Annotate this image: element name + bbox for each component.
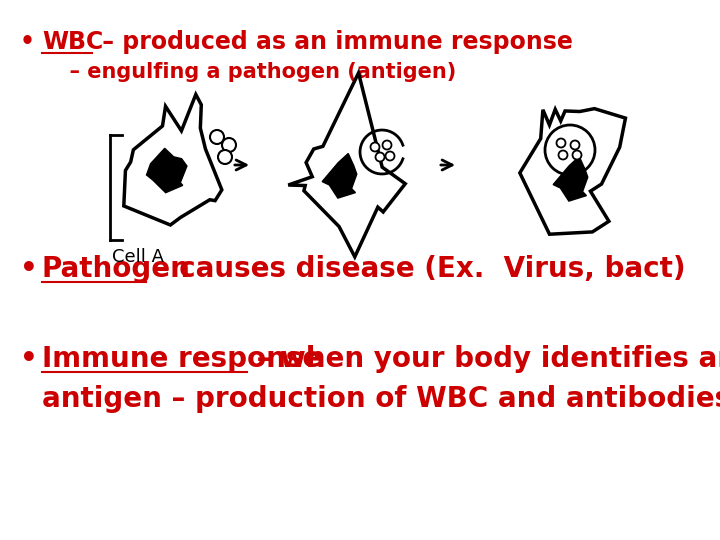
Text: – engulfing a pathogen (antigen): – engulfing a pathogen (antigen) xyxy=(55,62,456,82)
Text: •: • xyxy=(20,255,37,283)
Circle shape xyxy=(222,138,236,152)
Text: •: • xyxy=(20,345,37,373)
Text: Immune response: Immune response xyxy=(42,345,321,373)
Circle shape xyxy=(385,152,395,160)
Circle shape xyxy=(218,150,232,164)
Text: – causes disease (Ex.  Virus, bact): – causes disease (Ex. Virus, bact) xyxy=(146,255,685,283)
Circle shape xyxy=(382,140,392,150)
Text: – produced as an immune response: – produced as an immune response xyxy=(94,30,573,54)
Circle shape xyxy=(210,130,224,144)
Polygon shape xyxy=(520,109,626,234)
Circle shape xyxy=(557,138,565,147)
Text: – when your body identifies an: – when your body identifies an xyxy=(247,345,720,373)
Polygon shape xyxy=(553,157,588,201)
Polygon shape xyxy=(124,94,222,225)
Circle shape xyxy=(545,125,595,175)
Text: WBC: WBC xyxy=(42,30,103,54)
Polygon shape xyxy=(288,73,405,257)
Circle shape xyxy=(376,152,384,161)
Polygon shape xyxy=(146,148,187,193)
Polygon shape xyxy=(322,153,357,198)
Text: antigen – production of WBC and antibodies: antigen – production of WBC and antibodi… xyxy=(42,385,720,413)
Circle shape xyxy=(570,140,580,150)
Circle shape xyxy=(559,151,567,159)
Text: •: • xyxy=(20,30,35,54)
Text: Cell A: Cell A xyxy=(112,248,164,266)
Circle shape xyxy=(371,143,379,152)
Circle shape xyxy=(572,151,582,159)
Text: Pathogen: Pathogen xyxy=(42,255,191,283)
